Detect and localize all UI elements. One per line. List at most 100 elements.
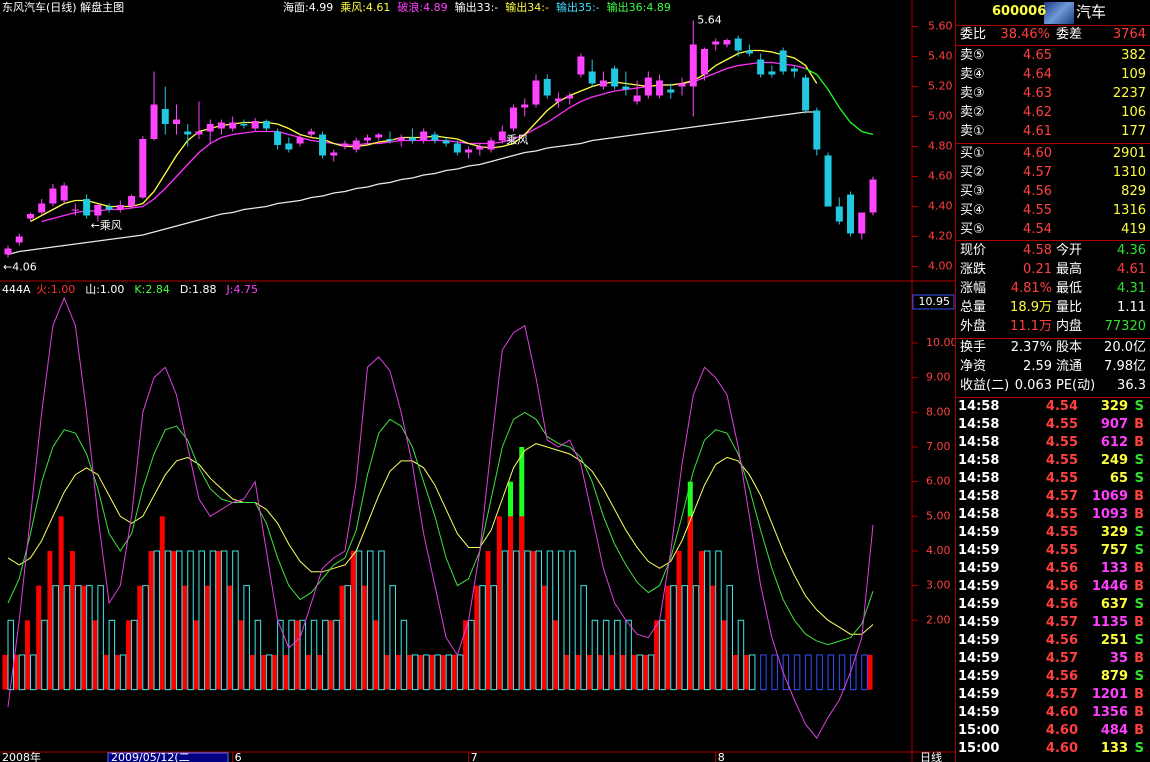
bar bbox=[238, 620, 244, 690]
hollow-bar bbox=[378, 550, 385, 691]
trade-time: 14:59 bbox=[958, 687, 1000, 702]
hollow-bar bbox=[569, 550, 576, 691]
trade-price: 4.56 bbox=[1045, 579, 1078, 594]
trade-time: 14:58 bbox=[958, 453, 1000, 468]
candle-body bbox=[408, 137, 416, 141]
y-tick-label: 4.00 bbox=[928, 260, 953, 273]
trade-side: B bbox=[1134, 687, 1144, 702]
separator bbox=[956, 338, 1150, 339]
cursor-date: 2009/05/12(二 bbox=[111, 751, 190, 762]
book-price: 4.64 bbox=[1023, 67, 1052, 82]
fin-label: 收益(二) bbox=[960, 378, 1010, 393]
bar bbox=[204, 585, 210, 690]
candle-body bbox=[757, 59, 765, 75]
candle-body bbox=[363, 137, 371, 141]
candle-body bbox=[847, 194, 855, 234]
annotation: ←乘风 bbox=[91, 219, 122, 232]
stat-label: 最高 bbox=[1056, 262, 1083, 277]
stat-label: 涨幅 bbox=[960, 281, 987, 296]
candle-body bbox=[116, 205, 124, 210]
candle-body bbox=[217, 122, 225, 129]
candle-body bbox=[26, 214, 34, 219]
hollow-bar bbox=[333, 619, 340, 691]
trade-price: 4.55 bbox=[1045, 453, 1078, 468]
bar bbox=[182, 585, 188, 690]
trade-price: 4.55 bbox=[1045, 525, 1078, 540]
bar bbox=[508, 516, 514, 690]
bar bbox=[418, 654, 424, 690]
hollow-bar bbox=[805, 654, 812, 691]
book-price: 4.57 bbox=[1023, 165, 1052, 180]
candle-body bbox=[83, 199, 91, 216]
y-tick-label: 10.00 bbox=[926, 336, 955, 349]
stat-value: 77320 bbox=[1104, 319, 1146, 334]
legend-item: 乘风:4.61 bbox=[340, 1, 390, 14]
annotation: 5.64 bbox=[697, 14, 722, 27]
fin-value: 7.98亿 bbox=[1104, 359, 1146, 374]
trade-price: 4.56 bbox=[1045, 561, 1078, 576]
trade-side: B bbox=[1134, 489, 1144, 504]
trade-time: 14:58 bbox=[958, 471, 1000, 486]
trade-time: 14:58 bbox=[958, 489, 1000, 504]
trade-side: S bbox=[1134, 597, 1144, 612]
bar bbox=[81, 585, 87, 690]
y-tick-label: 3.00 bbox=[926, 579, 951, 592]
trade-price: 4.60 bbox=[1045, 705, 1078, 720]
trade-price: 4.57 bbox=[1045, 651, 1078, 666]
candle-body bbox=[139, 139, 147, 198]
trade-side: S bbox=[1134, 741, 1144, 756]
bar bbox=[361, 585, 367, 690]
bar bbox=[586, 654, 592, 690]
trade-volume: 65 bbox=[1109, 471, 1128, 486]
candle-body bbox=[532, 80, 540, 105]
chart-area: 东风汽车(日线) 解盘主图 444A 10.95 2008年 2009/05/1… bbox=[0, 0, 955, 762]
bar bbox=[373, 620, 379, 690]
hollow-bar bbox=[220, 550, 228, 691]
legend-item: 输出35:- bbox=[556, 0, 600, 14]
trade-volume: 1201 bbox=[1091, 687, 1128, 702]
trade-side: B bbox=[1134, 561, 1144, 576]
candle-body bbox=[296, 137, 304, 144]
candle-body bbox=[577, 56, 585, 75]
hollow-bar bbox=[232, 550, 239, 691]
hollow-bar bbox=[793, 654, 801, 691]
candle-body bbox=[858, 212, 866, 234]
trade-volume: 612 bbox=[1100, 435, 1128, 450]
stat-value: 1.11 bbox=[1117, 300, 1146, 315]
stat-value: 4.61 bbox=[1117, 262, 1146, 277]
fin-value: 2.37% bbox=[1010, 340, 1052, 355]
candle-body bbox=[802, 77, 810, 111]
hollow-bar bbox=[479, 585, 486, 691]
date-start: 2008年 bbox=[2, 750, 41, 762]
bar bbox=[463, 620, 469, 690]
trade-side: S bbox=[1134, 471, 1144, 486]
stat-label: 量比 bbox=[1056, 300, 1083, 315]
trade-side: S bbox=[1134, 453, 1144, 468]
fin-label: 流通 bbox=[1056, 359, 1083, 374]
trade-price: 4.55 bbox=[1045, 435, 1078, 450]
legend-item: 山:1.00 bbox=[85, 283, 124, 296]
candle-body bbox=[431, 134, 439, 141]
y-tick-label: 4.20 bbox=[928, 230, 953, 243]
separator bbox=[956, 25, 1150, 26]
label: 委差 bbox=[1056, 27, 1083, 42]
trade-side: B bbox=[1134, 723, 1144, 738]
candle-body bbox=[869, 179, 877, 213]
y-tick-label: 5.00 bbox=[926, 509, 951, 522]
bar bbox=[24, 620, 30, 690]
trade-side: B bbox=[1134, 417, 1144, 432]
y-tick-label: 5.60 bbox=[928, 20, 953, 33]
hollow-bar bbox=[310, 619, 318, 691]
candle-body bbox=[487, 140, 495, 150]
book-volume: 1316 bbox=[1112, 203, 1146, 218]
candle-body bbox=[386, 139, 394, 141]
fin-value: 2.59 bbox=[1023, 359, 1052, 374]
trade-price: 4.54 bbox=[1045, 399, 1078, 414]
separator bbox=[956, 240, 1150, 241]
candle-body bbox=[4, 248, 12, 255]
trade-volume: 757 bbox=[1100, 543, 1128, 558]
fin-label: 换手 bbox=[960, 340, 987, 355]
trade-volume: 35 bbox=[1109, 651, 1128, 666]
indicator-title: 444A bbox=[2, 283, 31, 296]
hollow-bar bbox=[838, 654, 846, 691]
